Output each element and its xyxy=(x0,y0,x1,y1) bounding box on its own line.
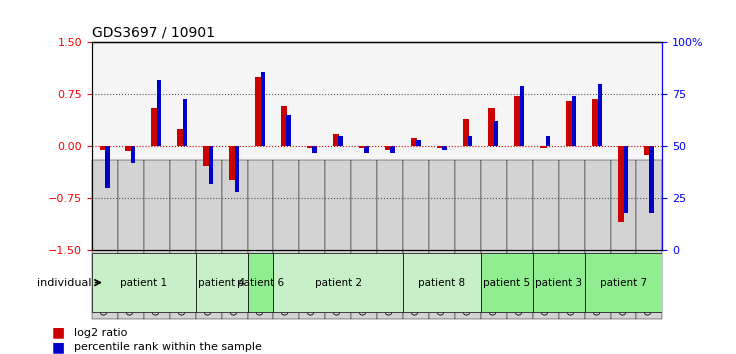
FancyBboxPatch shape xyxy=(429,160,455,319)
FancyBboxPatch shape xyxy=(637,160,662,319)
Bar xyxy=(312,146,317,153)
Text: log2 ratio: log2 ratio xyxy=(74,328,127,338)
FancyBboxPatch shape xyxy=(92,253,196,312)
Bar xyxy=(416,140,421,146)
Text: ■: ■ xyxy=(52,326,65,340)
Bar xyxy=(152,108,158,146)
Bar xyxy=(203,146,210,166)
Text: patient 8: patient 8 xyxy=(419,278,466,287)
Bar xyxy=(333,134,339,146)
Text: patient 3: patient 3 xyxy=(535,278,582,287)
Bar xyxy=(540,146,547,148)
FancyBboxPatch shape xyxy=(533,160,559,319)
FancyBboxPatch shape xyxy=(378,160,403,319)
FancyBboxPatch shape xyxy=(325,160,351,319)
Text: patient 2: patient 2 xyxy=(315,278,362,287)
FancyBboxPatch shape xyxy=(455,160,481,319)
Text: patient 5: patient 5 xyxy=(484,278,531,287)
Bar xyxy=(649,146,654,213)
Bar xyxy=(411,138,417,146)
Bar xyxy=(385,146,391,150)
Bar xyxy=(157,80,161,146)
FancyBboxPatch shape xyxy=(611,160,637,319)
FancyBboxPatch shape xyxy=(144,160,170,319)
Bar xyxy=(358,146,365,148)
Bar xyxy=(598,84,602,146)
Bar xyxy=(281,106,287,146)
Bar xyxy=(183,98,187,146)
FancyBboxPatch shape xyxy=(507,160,533,319)
Bar xyxy=(286,115,291,146)
FancyBboxPatch shape xyxy=(247,253,274,312)
Bar xyxy=(489,108,495,146)
FancyBboxPatch shape xyxy=(533,253,584,312)
Bar xyxy=(592,99,598,146)
FancyBboxPatch shape xyxy=(584,253,662,312)
Text: patient 1: patient 1 xyxy=(120,278,167,287)
Bar xyxy=(436,146,443,148)
Bar xyxy=(229,146,236,179)
Bar xyxy=(235,146,239,192)
FancyBboxPatch shape xyxy=(559,160,584,319)
Bar xyxy=(468,136,473,146)
FancyBboxPatch shape xyxy=(274,253,403,312)
FancyBboxPatch shape xyxy=(274,160,300,319)
Bar xyxy=(442,146,447,150)
FancyBboxPatch shape xyxy=(247,160,274,319)
Bar xyxy=(566,101,573,146)
Text: patient 6: patient 6 xyxy=(237,278,284,287)
Bar xyxy=(261,72,265,146)
Bar xyxy=(209,146,213,184)
FancyBboxPatch shape xyxy=(481,160,507,319)
FancyBboxPatch shape xyxy=(196,160,222,319)
FancyBboxPatch shape xyxy=(170,160,196,319)
Text: patient 4: patient 4 xyxy=(198,278,245,287)
Bar xyxy=(390,146,394,153)
Bar xyxy=(255,77,261,146)
Text: ■: ■ xyxy=(52,340,65,354)
Bar xyxy=(307,146,314,148)
Bar xyxy=(572,97,576,146)
Text: individual: individual xyxy=(38,278,92,287)
FancyBboxPatch shape xyxy=(300,160,325,319)
Bar xyxy=(623,146,628,213)
FancyBboxPatch shape xyxy=(222,160,247,319)
Bar xyxy=(618,146,624,222)
Bar xyxy=(339,136,343,146)
Text: percentile rank within the sample: percentile rank within the sample xyxy=(74,342,261,352)
Bar xyxy=(514,96,520,146)
Bar xyxy=(125,146,132,151)
FancyBboxPatch shape xyxy=(118,160,144,319)
Bar xyxy=(177,129,184,146)
FancyBboxPatch shape xyxy=(403,253,481,312)
FancyBboxPatch shape xyxy=(196,253,247,312)
FancyBboxPatch shape xyxy=(403,160,429,319)
Bar xyxy=(494,121,498,146)
Bar xyxy=(131,146,135,163)
Bar xyxy=(99,146,106,150)
Text: GDS3697 / 10901: GDS3697 / 10901 xyxy=(92,26,215,40)
Bar xyxy=(545,136,551,146)
Bar xyxy=(644,146,651,155)
Bar xyxy=(364,146,369,153)
Bar xyxy=(520,86,524,146)
FancyBboxPatch shape xyxy=(92,160,118,319)
FancyBboxPatch shape xyxy=(481,253,533,312)
Bar xyxy=(105,146,110,188)
FancyBboxPatch shape xyxy=(351,160,378,319)
FancyBboxPatch shape xyxy=(584,160,611,319)
Bar xyxy=(462,119,469,146)
Text: patient 7: patient 7 xyxy=(600,278,647,287)
